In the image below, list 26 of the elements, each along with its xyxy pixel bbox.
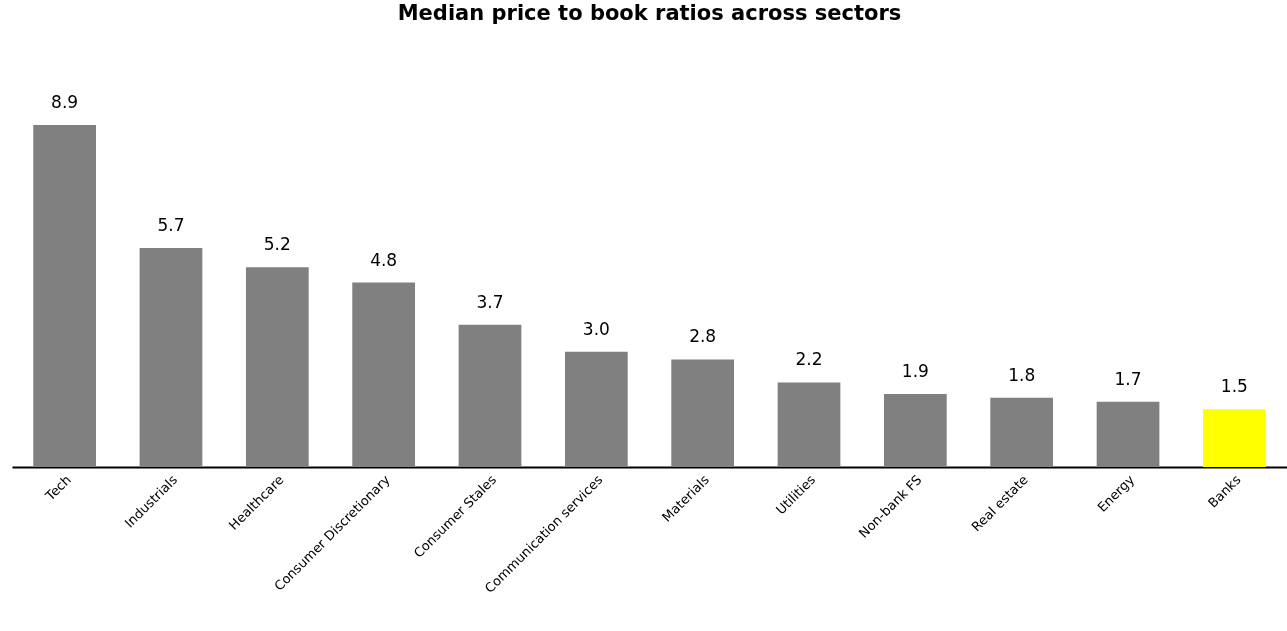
bar: [564, 351, 628, 467]
bar: [352, 282, 416, 467]
data-label: 1.9: [901, 360, 929, 381]
x-tick-label: Tech: [41, 472, 74, 504]
bar: [883, 393, 947, 467]
chart-title: Median price to book ratios across sectors: [397, 1, 902, 25]
data-label: 1.7: [1114, 368, 1142, 389]
bar: [1202, 409, 1266, 467]
bar: [458, 324, 522, 467]
bar: [33, 125, 97, 467]
bar: [671, 359, 735, 467]
data-label: 4.8: [370, 249, 398, 270]
data-label: 2.8: [689, 326, 717, 347]
data-label: 8.9: [51, 92, 79, 112]
data-label: 5.2: [263, 234, 291, 255]
data-label: 1.8: [1008, 364, 1036, 385]
data-label: 5.7: [157, 214, 185, 235]
bar: [245, 267, 309, 467]
data-label: 3.7: [476, 291, 504, 312]
bar: [139, 247, 203, 467]
bar: [1096, 401, 1160, 467]
bar: [990, 397, 1054, 467]
data-label: 1.5: [1220, 376, 1248, 397]
data-label: 3.0: [582, 318, 610, 339]
data-label: 2.2: [795, 349, 823, 370]
bar: [777, 382, 841, 467]
